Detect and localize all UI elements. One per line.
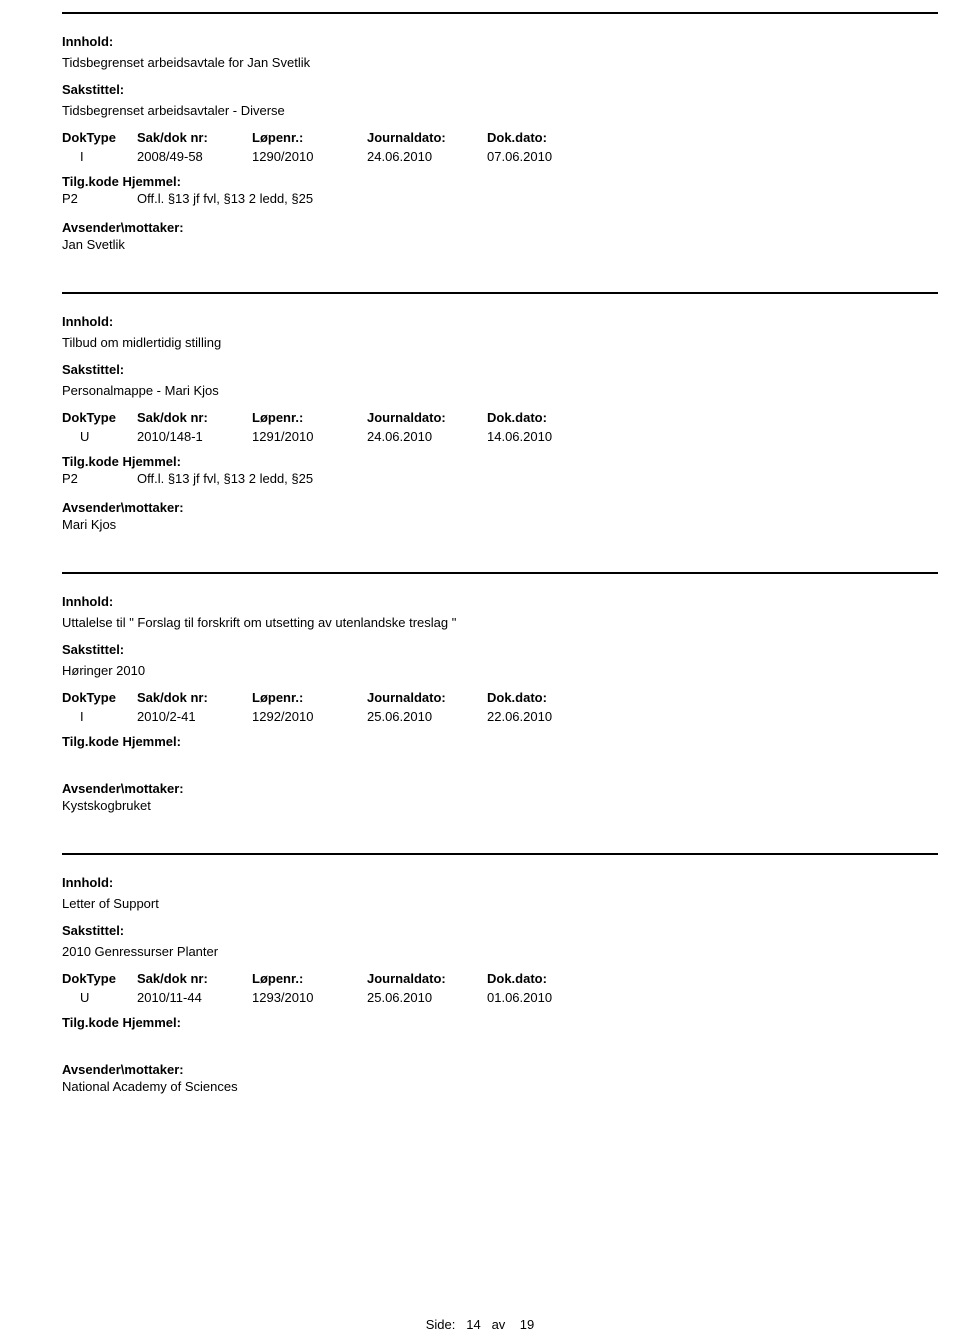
sakstittel-label: Sakstittel:	[62, 82, 938, 97]
avsender-value: Kystskogbruket	[62, 798, 938, 813]
journal-entry: Innhold: Tidsbegrenset arbeidsavtale for…	[62, 12, 938, 292]
journaldato-label: Journaldato:	[367, 971, 487, 986]
doktype-label: DokType	[62, 130, 137, 145]
journaldato-label: Journaldato:	[367, 410, 487, 425]
journaldato-value: 25.06.2010	[367, 709, 487, 724]
saknr-label: Sak/dok nr:	[137, 410, 252, 425]
avsender-label: Avsender\mottaker:	[62, 1062, 938, 1077]
dokdato-value: 14.06.2010	[487, 429, 597, 444]
saknr-label: Sak/dok nr:	[137, 690, 252, 705]
journal-entry: Innhold: Tilbud om midlertidig stilling …	[62, 292, 938, 572]
hjemmel-label: Hjemmel:	[122, 454, 181, 469]
dokdato-value: 01.06.2010	[487, 990, 597, 1005]
dokdato-label: Dok.dato:	[487, 130, 597, 145]
innhold-value: Uttalelse til " Forslag til forskrift om…	[62, 615, 938, 630]
avsender-label: Avsender\mottaker:	[62, 500, 938, 515]
saknr-value: 2010/2-41	[137, 709, 252, 724]
avsender-label: Avsender\mottaker:	[62, 781, 938, 796]
hjemmel-value: Off.l. §13 jf fvl, §13 2 ledd, §25	[137, 191, 313, 206]
hjemmel-label: Hjemmel:	[122, 1015, 181, 1030]
lopenr-value: 1291/2010	[252, 429, 367, 444]
sakstittel-value: 2010 Genressurser Planter	[62, 944, 938, 959]
innhold-value: Tidsbegrenset arbeidsavtale for Jan Svet…	[62, 55, 938, 70]
sakstittel-value: Personalmappe - Mari Kjos	[62, 383, 938, 398]
dokdato-label: Dok.dato:	[487, 971, 597, 986]
doktype-value: I	[62, 709, 137, 724]
saknr-label: Sak/dok nr:	[137, 130, 252, 145]
tilgkode-label: Tilg.kode	[62, 734, 119, 749]
hjemmel-label: Hjemmel:	[122, 734, 181, 749]
side-label: Side:	[426, 1317, 456, 1332]
lopenr-value: 1290/2010	[252, 149, 367, 164]
doktype-label: DokType	[62, 971, 137, 986]
doktype-value: I	[62, 149, 137, 164]
tilgkode-value: P2	[62, 191, 137, 206]
sakstittel-value: Høringer 2010	[62, 663, 938, 678]
innhold-value: Tilbud om midlertidig stilling	[62, 335, 938, 350]
dokdato-value: 07.06.2010	[487, 149, 597, 164]
lopenr-label: Løpenr.:	[252, 690, 367, 705]
lopenr-label: Løpenr.:	[252, 410, 367, 425]
journaldato-label: Journaldato:	[367, 690, 487, 705]
journal-entry: Innhold: Letter of Support Sakstittel: 2…	[62, 853, 938, 1134]
avsender-value: National Academy of Sciences	[62, 1079, 938, 1094]
doktype-value: U	[62, 429, 137, 444]
avsender-value: Jan Svetlik	[62, 237, 938, 252]
journaldato-value: 24.06.2010	[367, 429, 487, 444]
innhold-label: Innhold:	[62, 314, 938, 329]
doktype-value: U	[62, 990, 137, 1005]
journaldato-value: 25.06.2010	[367, 990, 487, 1005]
lopenr-label: Løpenr.:	[252, 130, 367, 145]
sakstittel-value: Tidsbegrenset arbeidsavtaler - Diverse	[62, 103, 938, 118]
journal-entry: Innhold: Uttalelse til " Forslag til for…	[62, 572, 938, 853]
saknr-label: Sak/dok nr:	[137, 971, 252, 986]
tilgkode-label: Tilg.kode	[62, 174, 119, 189]
doktype-label: DokType	[62, 410, 137, 425]
tilgkode-label: Tilg.kode	[62, 454, 119, 469]
hjemmel-value: Off.l. §13 jf fvl, §13 2 ledd, §25	[137, 471, 313, 486]
av-label: av	[492, 1317, 506, 1332]
saknr-value: 2010/148-1	[137, 429, 252, 444]
innhold-value: Letter of Support	[62, 896, 938, 911]
saknr-value: 2010/11-44	[137, 990, 252, 1005]
tilgkode-value: P2	[62, 471, 137, 486]
page-total: 19	[520, 1317, 534, 1332]
sakstittel-label: Sakstittel:	[62, 923, 938, 938]
dokdato-label: Dok.dato:	[487, 410, 597, 425]
journaldato-value: 24.06.2010	[367, 149, 487, 164]
innhold-label: Innhold:	[62, 34, 938, 49]
lopenr-label: Løpenr.:	[252, 971, 367, 986]
doktype-label: DokType	[62, 690, 137, 705]
sakstittel-label: Sakstittel:	[62, 362, 938, 377]
pager: Side: 14 av 19	[0, 1317, 960, 1332]
innhold-label: Innhold:	[62, 594, 938, 609]
avsender-label: Avsender\mottaker:	[62, 220, 938, 235]
saknr-value: 2008/49-58	[137, 149, 252, 164]
sakstittel-label: Sakstittel:	[62, 642, 938, 657]
avsender-value: Mari Kjos	[62, 517, 938, 532]
page-current: 14	[466, 1317, 480, 1332]
lopenr-value: 1292/2010	[252, 709, 367, 724]
dokdato-value: 22.06.2010	[487, 709, 597, 724]
innhold-label: Innhold:	[62, 875, 938, 890]
hjemmel-label: Hjemmel:	[122, 174, 181, 189]
lopenr-value: 1293/2010	[252, 990, 367, 1005]
dokdato-label: Dok.dato:	[487, 690, 597, 705]
tilgkode-label: Tilg.kode	[62, 1015, 119, 1030]
journaldato-label: Journaldato:	[367, 130, 487, 145]
